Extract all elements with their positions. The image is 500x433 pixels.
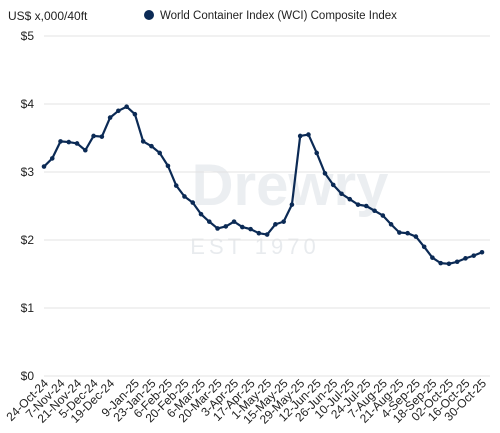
y-tick-label: $3 bbox=[21, 165, 35, 179]
data-point bbox=[49, 156, 55, 161]
data-point bbox=[58, 139, 63, 144]
data-point bbox=[223, 224, 229, 229]
data-point bbox=[306, 132, 311, 137]
y-axis-tick-labels: $0 $1 $2 $3 $4 $5 bbox=[21, 29, 35, 383]
data-point bbox=[421, 244, 427, 250]
data-point bbox=[173, 183, 179, 188]
data-point bbox=[479, 249, 485, 255]
data-point bbox=[149, 143, 154, 149]
legend-label: World Container Index (WCI) Composite In… bbox=[160, 10, 397, 22]
data-point bbox=[347, 196, 353, 202]
data-point bbox=[231, 219, 237, 224]
data-point bbox=[413, 234, 419, 239]
data-point bbox=[405, 230, 410, 236]
data-point bbox=[339, 191, 344, 197]
data-point bbox=[438, 260, 443, 266]
legend: World Container Index (WCI) Composite In… bbox=[144, 10, 397, 22]
data-point bbox=[314, 150, 320, 156]
data-point bbox=[157, 150, 162, 156]
y-tick-label: $0 bbox=[21, 369, 35, 383]
data-point bbox=[372, 208, 377, 214]
data-point bbox=[215, 226, 220, 231]
data-point bbox=[140, 139, 146, 144]
y-tick-label: $2 bbox=[21, 233, 35, 247]
data-point bbox=[430, 255, 435, 260]
x-axis-tick-labels: 24-Oct-247-Nov-2421-Nov-245-Dec-2419-Dec… bbox=[3, 376, 489, 427]
data-point bbox=[41, 164, 47, 169]
data-point bbox=[281, 219, 286, 224]
data-point bbox=[454, 259, 460, 265]
data-point bbox=[463, 256, 468, 261]
data-point bbox=[124, 104, 129, 110]
data-point bbox=[107, 115, 113, 120]
data-point bbox=[198, 211, 204, 217]
data-point bbox=[165, 163, 171, 169]
data-point bbox=[264, 232, 270, 237]
y-tick-label: $1 bbox=[21, 301, 35, 315]
data-point bbox=[66, 139, 72, 145]
data-point bbox=[116, 108, 121, 114]
data-point bbox=[397, 230, 402, 235]
data-point bbox=[99, 134, 105, 139]
y-gridlines bbox=[44, 35, 490, 377]
data-point bbox=[206, 219, 212, 224]
data-point bbox=[74, 141, 80, 146]
data-point bbox=[248, 226, 253, 232]
data-point bbox=[330, 182, 336, 188]
y-unit-label: US$ x,000/40ft bbox=[8, 9, 88, 23]
data-point bbox=[83, 147, 88, 153]
data-point bbox=[273, 222, 278, 227]
data-point bbox=[91, 133, 96, 139]
data-point bbox=[388, 222, 394, 227]
data-point bbox=[132, 111, 138, 117]
data-point bbox=[355, 202, 361, 207]
series-layer bbox=[41, 104, 485, 267]
data-point bbox=[364, 203, 369, 209]
data-point bbox=[240, 224, 245, 230]
data-point bbox=[190, 200, 196, 205]
y-tick-label: $4 bbox=[21, 97, 35, 111]
y-tick-label: $5 bbox=[21, 29, 35, 43]
legend-marker-icon bbox=[144, 10, 154, 20]
data-point bbox=[289, 202, 295, 207]
watermark-tagline: EST 1970 bbox=[190, 234, 319, 259]
data-point bbox=[256, 230, 262, 236]
data-point bbox=[182, 194, 187, 199]
data-point bbox=[471, 253, 477, 258]
data-point bbox=[380, 213, 386, 218]
data-point bbox=[297, 133, 303, 139]
data-point bbox=[446, 261, 452, 267]
data-point bbox=[322, 171, 328, 176]
